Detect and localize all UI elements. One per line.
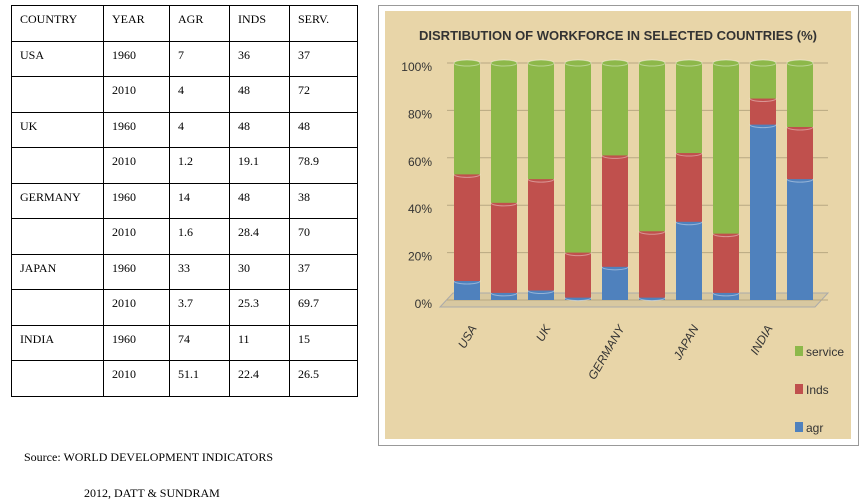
cell: 2010: [103, 360, 170, 397]
segment-cap: [453, 59, 481, 67]
header-row: COUNTRY YEAR AGR INDS SERV.: [11, 5, 358, 42]
legend-label: agr: [806, 421, 823, 435]
segment-cap: [786, 59, 814, 67]
bar-segment: [639, 63, 665, 232]
bar-segment: [750, 98, 776, 125]
segment-cap: [712, 59, 740, 67]
cell: SERV.: [289, 5, 358, 42]
y-tick-label: 40%: [408, 202, 432, 216]
legend-label: service: [806, 345, 844, 359]
cell: [11, 289, 104, 326]
cell: 51.1: [169, 360, 230, 397]
source: 2012, DATT & SUNDRAM: [84, 486, 220, 500]
bar-segment: [528, 179, 554, 291]
bar-segment: [454, 63, 480, 175]
cell: 2010: [103, 76, 170, 113]
bar-segment: [454, 281, 480, 300]
row: 2010 3.7 25.3 69.7: [11, 289, 358, 326]
segment-cap: [749, 59, 777, 67]
cell: INDS: [229, 5, 290, 42]
segment-cap: [527, 59, 555, 67]
bar-segment: [491, 202, 517, 293]
bar-segment: [676, 221, 702, 300]
bar-segment: [676, 153, 702, 222]
bar-segment: [787, 179, 813, 300]
cell: 78.9: [289, 147, 358, 184]
bar-segment: [787, 63, 813, 127]
bar-segment: [454, 174, 480, 282]
cell: 14: [169, 182, 230, 219]
cell: 4: [169, 76, 230, 113]
legend-swatch: [795, 346, 803, 356]
cell: 1960: [103, 111, 170, 148]
segment-cap: [638, 59, 666, 67]
cell: 2010: [103, 289, 170, 326]
bar-segment: [491, 292, 517, 300]
row: 2010 51.1 22.4 26.5: [11, 360, 358, 397]
bar-segment: [602, 266, 628, 300]
chart-title: DISRTIBUTION OF WORKFORCE IN SELECTED CO…: [419, 28, 817, 43]
legend-swatch: [795, 422, 803, 432]
data-table: COUNTRY YEAR AGR INDS SERV. USA 1960 7 36 37 2010 4…: [11, 5, 358, 397]
bar-segment: [713, 63, 739, 234]
cell: 26.5: [289, 360, 358, 397]
cell: 15: [289, 324, 358, 361]
row: USA 1960 7 36 37: [11, 40, 358, 77]
segment-cap: [490, 59, 518, 67]
bar-segment: [565, 63, 591, 253]
bar-segment: [787, 126, 813, 180]
cell: 1960: [103, 253, 170, 290]
cell: 1960: [103, 40, 170, 77]
bar-segment: [713, 233, 739, 293]
cell: COUNTRY: [11, 5, 104, 42]
y-tick-label: 100%: [401, 60, 432, 74]
segment-cap: [601, 59, 629, 67]
cell: 1.2: [169, 147, 230, 184]
cell: 1960: [103, 324, 170, 361]
cell: YEAR: [103, 5, 170, 42]
cell: 7: [169, 40, 230, 77]
segment-cap: [675, 59, 703, 67]
cell: 48: [289, 111, 358, 148]
bar-segment: [602, 155, 628, 267]
bar-segment: [713, 292, 739, 300]
cell: [11, 360, 104, 397]
bar-segment: [639, 231, 665, 298]
cell: 72: [289, 76, 358, 113]
row: INDIA 1960 74 11 15: [11, 324, 358, 361]
bar-segment: [528, 63, 554, 180]
row: JAPAN 1960 33 30 37: [11, 253, 358, 290]
cell: JAPAN: [11, 253, 104, 290]
cell: 69.7: [289, 289, 358, 326]
segment-cap: [564, 59, 592, 67]
bar-segment: [676, 63, 702, 154]
legend-label: Inds: [806, 383, 829, 397]
y-tick-label: 80%: [408, 107, 432, 121]
bar-segment: [750, 63, 776, 99]
cell: 1960: [103, 182, 170, 219]
y-tick-label: 60%: [408, 155, 432, 169]
bar-segment: [602, 63, 628, 156]
cell: 1.6: [169, 218, 230, 255]
bar-segment: [528, 290, 554, 300]
bar-segment: [565, 252, 591, 298]
cell: 11: [229, 324, 290, 361]
source: Source: WORLD DEVELOPMENT INDICATORS: [24, 450, 273, 464]
bar-segment: [491, 63, 517, 203]
bar-segment: [750, 124, 776, 301]
legend-swatch: [795, 384, 803, 394]
cell: 38: [289, 182, 358, 219]
y-tick-label: 20%: [408, 250, 432, 264]
y-tick-label: 0%: [415, 297, 433, 311]
